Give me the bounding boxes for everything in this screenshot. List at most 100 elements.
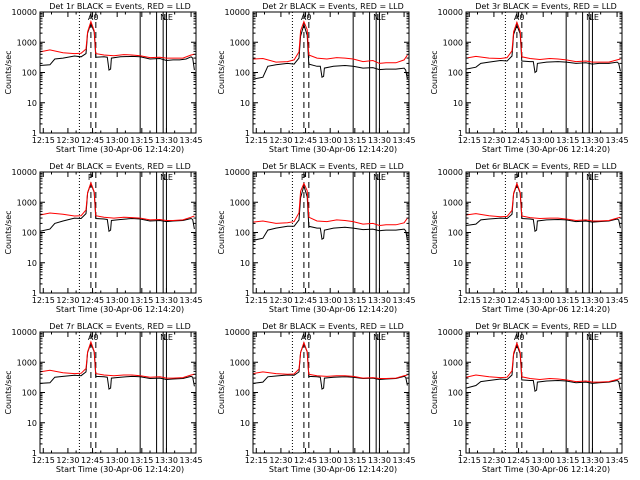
marker-label: P — [88, 173, 93, 182]
x-tick-label: 12:45 — [507, 136, 530, 145]
x-axis-label: Start Time (30-Apr-06 12:14:20) — [482, 305, 610, 314]
y-axis-label: Counts/sec — [4, 210, 13, 254]
x-tick-label: 12:30 — [56, 456, 79, 465]
y-tick-label: 1 — [458, 129, 463, 138]
y-tick-label: 1 — [245, 129, 250, 138]
plot-frame — [39, 171, 197, 294]
plot-frame — [39, 331, 197, 454]
y-tick-label: 10 — [453, 419, 463, 428]
x-tick-label: 12:30 — [482, 136, 505, 145]
x-tick-label: 13:30 — [155, 296, 178, 305]
chart-title: Det 8r BLACK = Events, RED = LLD — [262, 322, 404, 331]
y-tick-label: 100 — [235, 389, 250, 398]
marker-label: LE — [376, 173, 386, 182]
series-line-events — [40, 341, 195, 390]
y-tick-label: 10000 — [438, 328, 463, 337]
x-tick-label: 13:45 — [180, 456, 203, 465]
series-line-events — [253, 183, 408, 241]
y-tick-label: 10000 — [438, 8, 463, 17]
marker-label: N — [373, 13, 379, 22]
y-tick-label: 1 — [32, 449, 37, 458]
marker-label: LE — [376, 13, 386, 22]
x-tick-label: 13:30 — [368, 136, 391, 145]
y-tick-label: 1000 — [230, 198, 250, 207]
chart-panel-1: Det 1r BLACK = Events, RED = LLD A0 NLE 1 10… — [4, 2, 203, 154]
y-tick-label: 100 — [448, 389, 463, 398]
chart-panel-8: Det 8r BLACK = Events, RED = LLD A0 NLE 1 10… — [217, 322, 416, 474]
y-tick-label: 1000 — [443, 198, 463, 207]
plot-frame — [465, 331, 623, 454]
x-tick-label: 12:45 — [294, 136, 317, 145]
chart-title: Det 1r BLACK = Events, RED = LLD — [49, 2, 191, 11]
x-tick-label: 13:45 — [393, 296, 416, 305]
x-tick-label: 13:45 — [180, 136, 203, 145]
x-axis-label: Start Time (30-Apr-06 12:14:20) — [56, 305, 184, 314]
x-tick-label: 13:45 — [606, 296, 629, 305]
marker-label: N — [160, 333, 166, 342]
x-tick-label: 13:45 — [393, 456, 416, 465]
chart-panel-9: Det 9r BLACK = Events, RED = LLD A0 NLE 1 10… — [430, 322, 629, 474]
series-line-events — [466, 183, 621, 233]
x-axis-label: Start Time (30-Apr-06 12:14:20) — [56, 465, 184, 474]
y-tick-label: 1000 — [443, 358, 463, 367]
marker-label: A0 — [88, 333, 99, 342]
x-tick-label: 12:30 — [482, 296, 505, 305]
y-tick-label: 10000 — [12, 8, 37, 17]
x-tick-label: 12:15 — [458, 296, 481, 305]
x-tick-label: 13:00 — [532, 136, 555, 145]
marker-label: LE — [589, 333, 599, 342]
y-tick-label: 1 — [32, 129, 37, 138]
y-axis-label: Counts/sec — [430, 50, 439, 94]
x-tick-label: 13:30 — [368, 296, 391, 305]
y-tick-label: 1000 — [443, 38, 463, 47]
chart-title: Det 6r BLACK = Events, RED = LLD — [475, 162, 617, 171]
y-tick-label: 10 — [240, 419, 250, 428]
x-tick-label: 13:15 — [556, 136, 579, 145]
x-tick-label: 12:30 — [56, 296, 79, 305]
y-axis-label: Counts/sec — [4, 370, 13, 414]
x-tick-label: 13:00 — [106, 456, 129, 465]
x-tick-label: 12:15 — [458, 136, 481, 145]
marker-label: N — [586, 13, 592, 22]
chart-panel-7: Det 7r BLACK = Events, RED = LLD A0 NLE 1 10… — [4, 322, 203, 474]
x-tick-label: 13:45 — [606, 456, 629, 465]
series-line-lld — [253, 20, 408, 64]
marker-label: A0 — [88, 13, 99, 22]
x-tick-label: 13:00 — [319, 136, 342, 145]
y-tick-label: 10 — [27, 259, 37, 268]
x-tick-label: 13:30 — [368, 456, 391, 465]
series-line-lld — [466, 20, 621, 63]
series-line-lld — [466, 181, 621, 222]
y-tick-label: 100 — [448, 69, 463, 78]
marker-label: A0 — [514, 13, 525, 22]
x-axis-label: Start Time (30-Apr-06 12:14:20) — [482, 465, 610, 474]
x-tick-label: 13:15 — [130, 456, 153, 465]
y-tick-label: 10 — [453, 259, 463, 268]
chart-panel-2: Det 2r BLACK = Events, RED = LLD A0 NLE 1 10… — [217, 2, 416, 154]
y-axis-label: Counts/sec — [217, 210, 226, 254]
x-tick-label: 12:15 — [32, 296, 55, 305]
x-tick-label: 12:15 — [245, 296, 268, 305]
chart-panel-5: Det 5r BLACK = Events, RED = LLD P NLE 1 10 1… — [217, 162, 416, 314]
x-tick-label: 13:00 — [532, 456, 555, 465]
marker-label: LE — [589, 173, 599, 182]
y-tick-label: 1000 — [230, 38, 250, 47]
x-axis-label: Start Time (30-Apr-06 12:14:20) — [269, 465, 397, 474]
y-tick-label: 100 — [22, 389, 37, 398]
y-tick-label: 100 — [235, 69, 250, 78]
x-axis-label: Start Time (30-Apr-06 12:14:20) — [482, 145, 610, 154]
series-line-lld — [40, 340, 195, 379]
plot-frame — [252, 171, 410, 294]
x-tick-label: 13:15 — [130, 136, 153, 145]
series-line-lld — [466, 341, 621, 383]
marker-label: LE — [376, 333, 386, 342]
y-tick-label: 100 — [22, 69, 37, 78]
x-tick-label: 13:00 — [319, 456, 342, 465]
plot-frame — [252, 331, 410, 454]
marker-label: P — [301, 173, 306, 182]
series-line-events — [466, 343, 621, 393]
x-tick-label: 13:45 — [180, 296, 203, 305]
chart-title: Det 9r BLACK = Events, RED = LLD — [475, 322, 617, 331]
y-tick-label: 1 — [458, 449, 463, 458]
